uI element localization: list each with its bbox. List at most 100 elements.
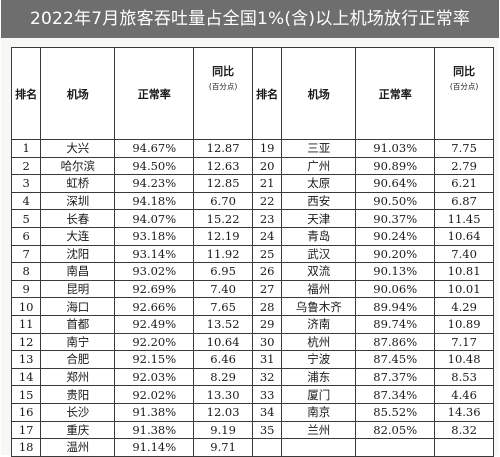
- right-rank-cell: 27: [251, 279, 283, 299]
- right-airport-cell: 武汉: [281, 244, 357, 264]
- left-airport-cell: 首都: [40, 314, 116, 334]
- left-rate-cell: 91.38%: [114, 402, 195, 422]
- left-rate-cell: 92.15%: [114, 350, 195, 369]
- left-rank-cell: 12: [10, 332, 42, 352]
- left-rank-cell: 8: [10, 262, 42, 281]
- left-rate-cell: 92.03%: [114, 367, 195, 387]
- right-airport-cell: 太原: [281, 174, 357, 193]
- header-rate-right: 正常率: [355, 47, 436, 140]
- header-rank-right: 排名: [251, 47, 283, 140]
- right-rate-cell: 85.52%: [355, 402, 436, 422]
- right-rank-cell: 24: [251, 226, 283, 246]
- left-yoy-cell: 9.19: [193, 420, 253, 440]
- right-rank-cell: 30: [251, 332, 283, 352]
- left-rate-cell: 91.38%: [114, 420, 195, 440]
- right-yoy-cell: 14.36: [434, 402, 494, 422]
- left-rank-cell: 2: [10, 156, 42, 176]
- left-airport-cell: 长春: [40, 209, 116, 228]
- right-rate-cell: 87.45%: [355, 350, 436, 369]
- left-rank-cell: 11: [10, 314, 42, 334]
- left-rate-cell: 94.50%: [114, 156, 195, 176]
- right-rate-cell: 90.06%: [355, 279, 436, 299]
- left-airport-cell: 贵阳: [40, 385, 116, 404]
- right-rank-cell: 34: [251, 402, 283, 422]
- right-airport-cell: 厦门: [281, 385, 357, 404]
- header-yoy-right: 同比 (百分点): [434, 47, 494, 140]
- right-rank-cell: 32: [251, 367, 283, 387]
- right-rank-cell: [251, 438, 283, 457]
- left-rate-cell: 93.18%: [114, 226, 195, 246]
- right-rank-cell: 21: [251, 174, 283, 193]
- table-row: 4 深圳 94.18% 6.70 22 西安 90.50% 6.87: [10, 191, 494, 211]
- right-rate-cell: [355, 438, 436, 457]
- header-airport-right: 机场: [281, 47, 357, 140]
- right-yoy-cell: 8.32: [434, 420, 494, 440]
- right-airport-cell: 青岛: [281, 226, 357, 246]
- left-yoy-cell: 6.95: [193, 262, 253, 281]
- right-airport-cell: 浦东: [281, 367, 357, 387]
- right-rank-cell: 28: [251, 297, 283, 316]
- right-rank-cell: 31: [251, 350, 283, 369]
- table-row: 17 重庆 91.38% 9.19 35 兰州 82.05% 8.32: [10, 420, 494, 440]
- header-yoy-label: 同比: [453, 65, 476, 78]
- left-rank-cell: 18: [10, 438, 42, 457]
- right-yoy-cell: [434, 438, 494, 457]
- left-yoy-cell: 15.22: [193, 209, 253, 228]
- right-yoy-cell: 10.81: [434, 262, 494, 281]
- header-yoy-unit: (百分点): [208, 82, 238, 91]
- right-rank-cell: 35: [251, 420, 283, 440]
- left-rank-cell: 7: [10, 244, 42, 264]
- left-yoy-cell: 12.85: [193, 174, 253, 193]
- left-rank-cell: 3: [10, 174, 42, 193]
- right-airport-cell: 乌鲁木齐: [281, 297, 357, 316]
- left-airport-cell: 长沙: [40, 402, 116, 422]
- left-yoy-cell: 11.92: [193, 244, 253, 264]
- table-row: 8 南昌 93.02% 6.95 26 双流 90.13% 10.81: [10, 262, 494, 281]
- table-row: 11 首都 92.49% 13.52 29 济南 89.74% 10.89: [10, 314, 494, 334]
- left-airport-cell: 海口: [40, 297, 116, 316]
- right-rate-cell: 90.64%: [355, 174, 436, 193]
- right-airport-cell: 西安: [281, 191, 357, 211]
- right-rate-cell: 87.37%: [355, 367, 436, 387]
- right-rate-cell: 91.03%: [355, 139, 436, 158]
- right-yoy-cell: 10.89: [434, 314, 494, 334]
- header-rank-left: 排名: [10, 47, 42, 140]
- right-rank-cell: 23: [251, 209, 283, 228]
- left-rate-cell: 94.23%: [114, 174, 195, 193]
- left-rank-cell: 4: [10, 191, 42, 211]
- table-row: 16 长沙 91.38% 12.03 34 南京 85.52% 14.36: [10, 402, 494, 422]
- right-rate-cell: 82.05%: [355, 420, 436, 440]
- left-yoy-cell: 13.30: [193, 385, 253, 404]
- right-airport-cell: 南京: [281, 402, 357, 422]
- left-yoy-cell: 6.46: [193, 350, 253, 369]
- left-airport-cell: 郑州: [40, 367, 116, 387]
- right-yoy-cell: 2.79: [434, 156, 494, 176]
- right-airport-cell: 兰州: [281, 420, 357, 440]
- right-yoy-cell: 7.75: [434, 139, 494, 158]
- right-airport-cell: 广州: [281, 156, 357, 176]
- right-airport-cell: [281, 438, 357, 457]
- table-row: 12 南宁 92.20% 10.64 30 杭州 87.86% 7.17: [10, 332, 494, 352]
- left-rank-cell: 6: [10, 226, 42, 246]
- right-yoy-cell: 4.29: [434, 297, 494, 316]
- left-rank-cell: 1: [10, 139, 42, 158]
- table-container: 排名 机场 正常率 同比 (百分点) 排名 机场 正常率 同比 (百分点): [10, 47, 494, 457]
- right-rate-cell: 90.24%: [355, 226, 436, 246]
- left-yoy-cell: 12.03: [193, 402, 253, 422]
- left-yoy-cell: 8.29: [193, 367, 253, 387]
- right-rate-cell: 90.89%: [355, 156, 436, 176]
- right-yoy-cell: 7.40: [434, 244, 494, 264]
- right-yoy-cell: 10.01: [434, 279, 494, 299]
- left-airport-cell: 哈尔滨: [40, 156, 116, 176]
- left-rate-cell: 94.67%: [114, 139, 195, 158]
- right-rate-cell: 90.37%: [355, 209, 436, 228]
- right-yoy-cell: 8.53: [434, 367, 494, 387]
- right-airport-cell: 杭州: [281, 332, 357, 352]
- right-yoy-cell: 10.64: [434, 226, 494, 246]
- left-rate-cell: 93.14%: [114, 244, 195, 264]
- header-airport-left: 机场: [40, 47, 116, 140]
- header-yoy-unit: (百分点): [449, 82, 479, 91]
- right-rank-cell: 33: [251, 385, 283, 404]
- table-row: 13 合肥 92.15% 6.46 31 宁波 87.45% 10.48: [10, 350, 494, 369]
